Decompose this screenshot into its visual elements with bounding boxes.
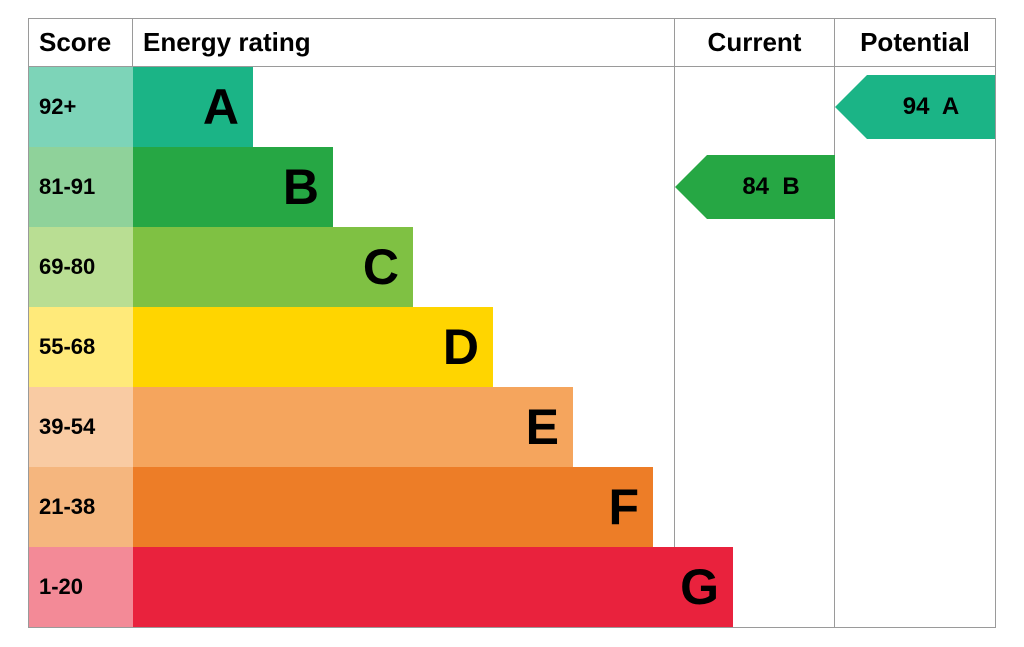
rating-bar-e: E [133, 387, 573, 467]
score-cell-f: 21-38 [29, 467, 133, 547]
rating-bar-c: C [133, 227, 413, 307]
score-cell-c: 69-80 [29, 227, 133, 307]
header-score: Score [29, 19, 133, 66]
band-row-g: 1-20G [29, 547, 995, 627]
current-pointer-arrow-icon [675, 155, 707, 219]
rating-bar-d: D [133, 307, 493, 387]
band-row-e: 39-54E [29, 387, 995, 467]
score-cell-g: 1-20 [29, 547, 133, 627]
score-cell-a: 92+ [29, 67, 133, 147]
rating-bar-f: F [133, 467, 653, 547]
header-potential: Potential [835, 19, 995, 66]
rating-bar-a: A [133, 67, 253, 147]
band-row-b: 81-91B [29, 147, 995, 227]
score-cell-b: 81-91 [29, 147, 133, 227]
header-row: Score Energy rating Current Potential [29, 19, 995, 67]
band-row-f: 21-38F [29, 467, 995, 547]
header-current: Current [675, 19, 835, 66]
rating-bar-g: G [133, 547, 733, 627]
score-cell-e: 39-54 [29, 387, 133, 467]
potential-pointer-label: 94 A [867, 75, 995, 139]
potential-pointer-arrow-icon [835, 75, 867, 139]
potential-pointer: 94 A [835, 75, 995, 139]
rating-bar-b: B [133, 147, 333, 227]
band-row-c: 69-80C [29, 227, 995, 307]
band-row-d: 55-68D [29, 307, 995, 387]
current-pointer: 84 B [675, 155, 835, 219]
header-rating: Energy rating [133, 19, 675, 66]
energy-rating-chart: Score Energy rating Current Potential 92… [28, 18, 996, 628]
score-cell-d: 55-68 [29, 307, 133, 387]
current-pointer-label: 84 B [707, 155, 835, 219]
chart-body: 92+A81-91B69-80C55-68D39-54E21-38F1-20G … [29, 67, 995, 627]
